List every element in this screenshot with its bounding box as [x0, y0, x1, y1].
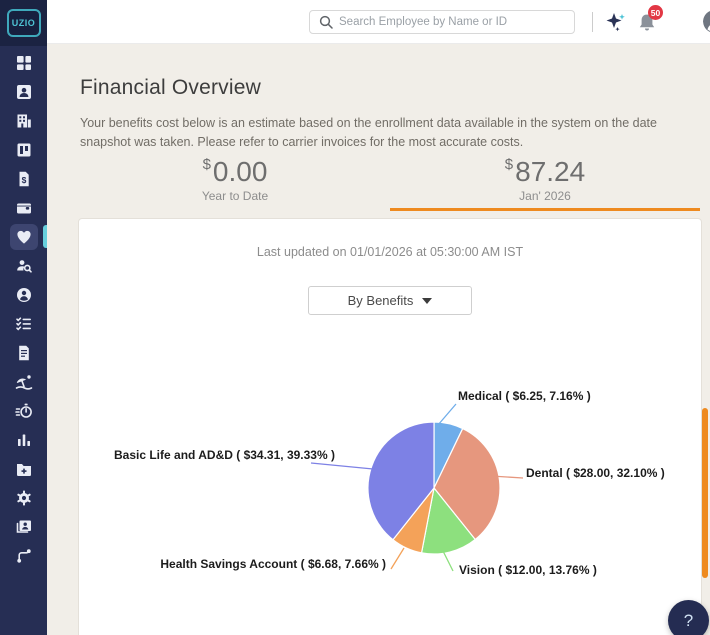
logo-wrap: UZIO: [0, 0, 47, 46]
time-tracking-stopwatch-icon: [10, 398, 38, 424]
employee-icon: [10, 79, 38, 105]
leader-line-dental: [490, 475, 524, 479]
sidebar-item-people-search[interactable]: [0, 251, 47, 280]
scrollbar-thumb[interactable]: [702, 408, 708, 578]
leader-line-medical: [437, 403, 457, 426]
account-menu[interactable]: [703, 10, 710, 33]
search-input[interactable]: [339, 16, 574, 28]
search-box[interactable]: [309, 10, 575, 34]
tasks-checklist-icon: [10, 311, 38, 337]
pie-leader-lines: [310, 403, 524, 572]
reports-bars-icon: [10, 427, 38, 453]
dashboard-icon: [10, 50, 38, 76]
tab-current-month[interactable]: $87.24 Jan' 2026: [390, 156, 700, 211]
integrations-icon: [10, 543, 38, 569]
pie-label-basic-life-and-add: Basic Life and AD&D ( $34.31, 39.33% ): [114, 448, 335, 462]
sidebar-item-reports[interactable]: [0, 425, 47, 454]
help-button[interactable]: ?: [668, 600, 709, 635]
sidebar-nav: $: [0, 46, 47, 570]
leader-line-vision: [442, 550, 454, 572]
benefits-cost-card: Last updated on 01/01/2026 at 05:30:00 A…: [78, 218, 702, 635]
ai-sparkle-icon[interactable]: [604, 10, 628, 34]
cost-period-tabs: $0.00 Year to Date $87.24 Jan' 2026: [80, 156, 700, 211]
last-updated-text: Last updated on 01/01/2026 at 05:30:00 A…: [256, 245, 524, 259]
sidebar-item-integrations[interactable]: [0, 541, 47, 570]
sidebar-item-benefits[interactable]: [0, 222, 47, 251]
pie-label-health-savings-account: Health Savings Account ( $6.68, 7.66% ): [160, 557, 386, 571]
svg-text:$: $: [21, 175, 26, 185]
pie-label-medical: Medical ( $6.25, 7.16% ): [458, 389, 591, 403]
leader-line-hsa: [390, 547, 405, 570]
sidebar-item-documents[interactable]: [0, 338, 47, 367]
page-description: Your benefits cost below is an estimate …: [80, 116, 657, 150]
by-benefits-label: By Benefits: [347, 293, 414, 308]
tab-year-to-date[interactable]: $0.00 Year to Date: [80, 156, 390, 211]
person-badge-icon: [10, 282, 38, 308]
sidebar-item-payroll[interactable]: $: [0, 164, 47, 193]
folder-add-icon: [10, 456, 38, 482]
pie-slices: [367, 421, 501, 555]
board-icon: [10, 137, 38, 163]
pie-slice-vision[interactable]: [420, 486, 477, 555]
leader-line-basic-life: [310, 462, 374, 470]
tab-underline: [80, 208, 390, 211]
search-icon: [319, 15, 333, 29]
tab-underline-active: [390, 208, 700, 211]
month-label: Jan' 2026: [519, 189, 571, 203]
uzio-logo[interactable]: UZIO: [6, 9, 41, 37]
documents-icon: [10, 340, 38, 366]
sidebar-item-board[interactable]: [0, 135, 47, 164]
pie-label-vision: Vision ( $12.00, 13.76% ): [459, 563, 597, 577]
by-benefits-dropdown[interactable]: By Benefits: [308, 286, 472, 315]
pie-label-dental: Dental ( $28.00, 32.10% ): [526, 466, 665, 480]
sidebar-item-tasks[interactable]: [0, 309, 47, 338]
active-indicator: [43, 225, 47, 248]
topbar: 50: [47, 0, 710, 44]
sidebar-item-time-off[interactable]: [0, 367, 47, 396]
pie-slice-basic-life-and-ad-d[interactable]: [367, 421, 435, 541]
month-amount: $87.24: [504, 156, 586, 187]
wallet-icon: [10, 195, 38, 221]
people-search-icon: [10, 253, 38, 279]
main-content: Financial Overview Your benefits cost be…: [47, 44, 710, 635]
sidebar-item-files[interactable]: [0, 454, 47, 483]
dropdown-caret-icon: [422, 297, 433, 304]
company-icon: [10, 108, 38, 134]
topbar-divider: [592, 12, 593, 32]
sidebar-item-contacts[interactable]: [0, 512, 47, 541]
pie-slice-dental[interactable]: [433, 427, 501, 541]
sidebar-item-dashboard[interactable]: [0, 48, 47, 77]
sidebar-item-time-tracking[interactable]: [0, 396, 47, 425]
page-title: Financial Overview: [80, 76, 261, 99]
ytd-label: Year to Date: [201, 189, 269, 203]
contact-card-icon: [10, 514, 38, 540]
sidebar-item-person-badge[interactable]: [0, 280, 47, 309]
sidebar-item-company[interactable]: [0, 106, 47, 135]
avatar-icon: [703, 10, 710, 33]
sidebar-item-settings[interactable]: [0, 483, 47, 512]
settings-gear-icon: [10, 485, 38, 511]
notification-count-badge: 50: [648, 5, 663, 20]
payroll-icon: $: [10, 166, 38, 192]
time-off-beach-icon: [10, 369, 38, 395]
pie-chart: [310, 403, 524, 572]
ytd-amount: $0.00: [202, 156, 268, 187]
sidebar: UZIO $: [0, 0, 47, 635]
benefits-heart-icon: [9, 223, 38, 250]
sidebar-item-employees[interactable]: [0, 77, 47, 106]
sidebar-item-wallet[interactable]: [0, 193, 47, 222]
